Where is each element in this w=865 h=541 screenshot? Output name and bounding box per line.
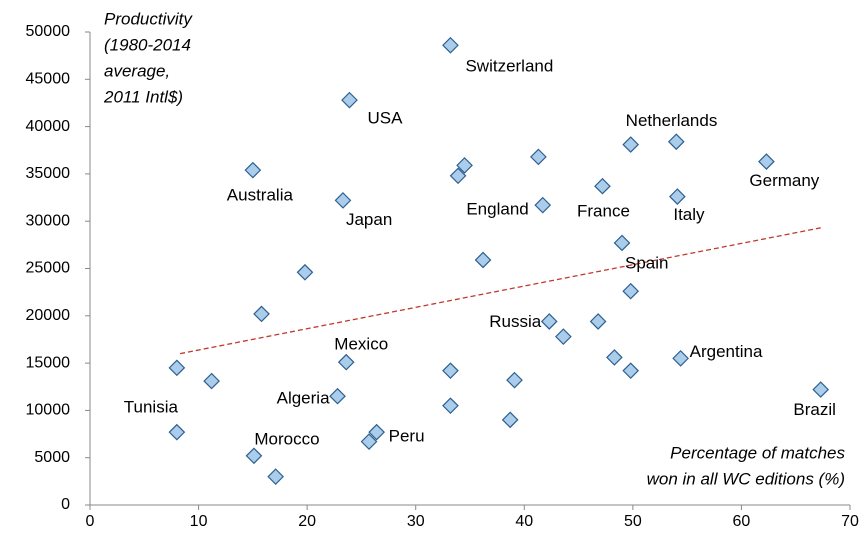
y-axis-title: (1980-2014 [104, 35, 191, 54]
data-point [337, 353, 355, 371]
data-point [622, 136, 640, 153]
y-tick-label: 15000 [26, 354, 71, 371]
x-tick-label: 20 [298, 513, 316, 530]
data-point [456, 157, 473, 174]
point-label: Russia [489, 312, 542, 331]
point-label: Spain [625, 253, 668, 272]
point-label: Australia [227, 186, 294, 205]
data-point [253, 305, 270, 323]
y-tick-label: 50000 [26, 23, 71, 40]
x-tick-label: 0 [86, 513, 95, 530]
x-tick-label: 70 [841, 513, 859, 530]
data-point [812, 381, 830, 398]
data-point [329, 387, 346, 405]
point-label: Netherlands [626, 111, 718, 130]
y-tick-label: 30000 [26, 212, 71, 229]
data-point [334, 192, 352, 209]
y-tick-label: 0 [61, 496, 70, 513]
data-point [613, 234, 631, 252]
data-point [506, 371, 523, 389]
y-tick-label: 5000 [34, 449, 70, 466]
point-label: USA [367, 109, 403, 128]
y-tick-label: 20000 [26, 307, 71, 324]
y-tick-label: 25000 [26, 260, 71, 277]
y-axis-title: average, [104, 61, 170, 80]
point-label: Peru [389, 427, 425, 446]
x-tick-label: 60 [733, 513, 751, 530]
point-label: Argentina [690, 342, 763, 361]
y-tick-label: 35000 [26, 165, 71, 182]
data-point [449, 167, 467, 185]
y-tick-label: 40000 [26, 118, 71, 135]
data-point [622, 362, 640, 380]
data-point [474, 251, 492, 269]
point-label: Mexico [334, 335, 388, 354]
data-point [672, 350, 689, 367]
data-point [168, 359, 186, 377]
point-label: Brazil [793, 400, 836, 419]
point-label: Algeria [277, 389, 330, 408]
data-point [540, 313, 558, 330]
data-point [667, 133, 685, 151]
data-point [530, 148, 547, 166]
data-point [442, 362, 459, 380]
data-point [267, 468, 285, 485]
data-point [589, 313, 607, 330]
data-point [622, 282, 640, 300]
x-tick-label: 40 [515, 513, 533, 530]
x-tick-label: 30 [407, 513, 425, 530]
x-axis-title: won in all WC editions (%) [647, 469, 845, 488]
point-label: Italy [673, 205, 705, 224]
point-label: Morocco [254, 429, 319, 448]
point-label: France [577, 202, 630, 221]
data-point [203, 372, 220, 390]
data-point [501, 411, 519, 429]
data-point [245, 447, 263, 465]
point-label: Germany [749, 171, 819, 190]
data-point [534, 196, 552, 214]
data-point [594, 177, 611, 195]
data-point [606, 349, 623, 366]
y-axis-title: 2011 Intl$) [103, 87, 183, 106]
data-point [442, 36, 459, 54]
y-tick-label: 45000 [26, 71, 71, 88]
data-point [442, 397, 459, 415]
y-axis-title: Productivity [104, 9, 193, 28]
point-label: England [466, 200, 528, 219]
data-point [555, 328, 572, 345]
data-point [168, 423, 186, 441]
data-point [368, 423, 385, 441]
point-label: Japan [346, 210, 392, 229]
y-tick-label: 10000 [26, 402, 71, 419]
data-point [244, 161, 262, 179]
data-point [669, 188, 686, 205]
point-label: Switzerland [465, 57, 553, 76]
trendline [179, 227, 821, 355]
data-point [758, 153, 775, 170]
x-tick-label: 50 [624, 513, 642, 530]
point-label: Tunisia [124, 398, 179, 417]
data-point [296, 263, 314, 281]
x-tick-label: 10 [190, 513, 208, 530]
x-axis-title: Percentage of matches [670, 443, 845, 462]
data-point [341, 91, 358, 109]
data-point [360, 433, 378, 450]
